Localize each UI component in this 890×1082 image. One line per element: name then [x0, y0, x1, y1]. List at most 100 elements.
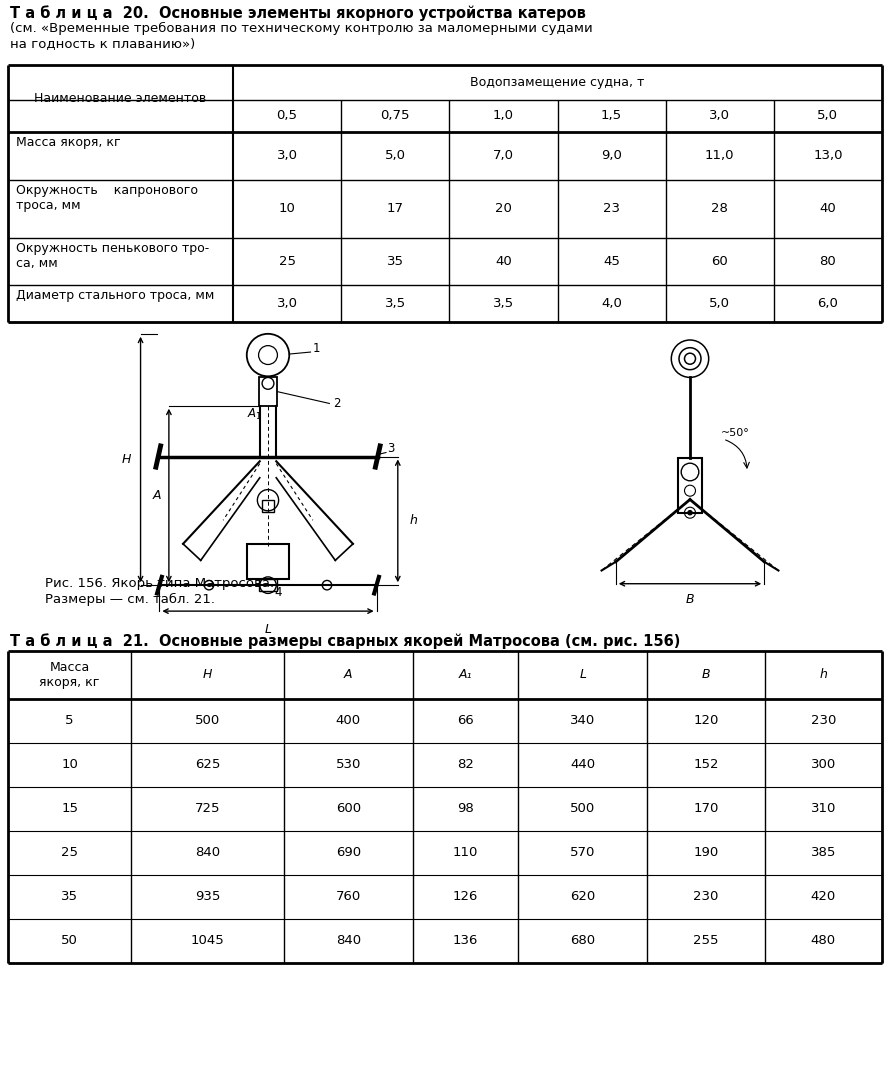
Text: 530: 530 [336, 758, 361, 771]
Text: 11,0: 11,0 [705, 149, 734, 162]
Bar [247, 544, 289, 579]
Text: $A_1$: $A_1$ [247, 407, 262, 422]
Text: 0,75: 0,75 [381, 109, 410, 122]
Text: 120: 120 [693, 714, 719, 727]
Text: 300: 300 [811, 758, 836, 771]
Text: 10: 10 [61, 758, 78, 771]
Text: 6,0: 6,0 [818, 296, 838, 311]
Text: 60: 60 [711, 255, 728, 268]
Text: 3: 3 [387, 441, 394, 454]
Text: 3,5: 3,5 [493, 296, 514, 311]
Circle shape [262, 378, 274, 390]
Text: 840: 840 [336, 935, 360, 948]
Text: 3,0: 3,0 [709, 109, 731, 122]
Text: 500: 500 [195, 714, 220, 727]
Text: ~50°: ~50° [721, 427, 749, 438]
Text: 45: 45 [603, 255, 620, 268]
Text: Окружность    капронового
троса, мм: Окружность капронового троса, мм [16, 184, 198, 212]
Text: A₁: A₁ [458, 669, 473, 682]
Text: B: B [701, 669, 710, 682]
Text: 28: 28 [711, 202, 728, 215]
Text: 5: 5 [65, 714, 74, 727]
Text: Наименование элементов: Наименование элементов [35, 92, 206, 105]
Text: 98: 98 [457, 803, 473, 816]
Text: 725: 725 [195, 803, 220, 816]
Text: 7,0: 7,0 [493, 149, 514, 162]
Text: A: A [344, 669, 352, 682]
Text: Размеры — см. табл. 21.: Размеры — см. табл. 21. [45, 593, 215, 606]
Text: 20: 20 [495, 202, 512, 215]
Text: 126: 126 [453, 890, 478, 903]
Text: 570: 570 [570, 846, 595, 859]
Text: 40: 40 [820, 202, 837, 215]
Text: A: A [153, 489, 161, 502]
Text: 1,0: 1,0 [493, 109, 514, 122]
Text: (см. «Временные требования по техническому контролю за маломерными судами
на год: (см. «Временные требования по техническо… [10, 22, 593, 50]
Text: 35: 35 [61, 890, 78, 903]
Text: H: H [203, 669, 212, 682]
Text: 2: 2 [333, 397, 340, 410]
Text: 3,0: 3,0 [277, 149, 297, 162]
Text: Водопзамещение судна, т: Водопзамещение судна, т [470, 76, 644, 89]
Text: 500: 500 [570, 803, 595, 816]
Text: 620: 620 [570, 890, 595, 903]
Text: 1,5: 1,5 [601, 109, 622, 122]
Text: 25: 25 [61, 846, 78, 859]
Text: 340: 340 [570, 714, 595, 727]
Text: Диаметр стального троса, мм: Диаметр стального троса, мм [16, 289, 214, 302]
Text: 5,0: 5,0 [384, 149, 406, 162]
Text: 5,0: 5,0 [709, 296, 731, 311]
Text: 13,0: 13,0 [813, 149, 843, 162]
Text: 625: 625 [195, 758, 220, 771]
Text: h: h [820, 669, 828, 682]
Text: 152: 152 [693, 758, 719, 771]
Bar [259, 579, 278, 591]
Text: 170: 170 [693, 803, 719, 816]
Text: 190: 190 [693, 846, 718, 859]
Text: Т а б л и ц а  20.  Основные элементы якорного устройства катеров: Т а б л и ц а 20. Основные элементы якор… [10, 5, 586, 21]
Text: 385: 385 [811, 846, 836, 859]
Text: 600: 600 [336, 803, 360, 816]
Text: 4,0: 4,0 [601, 296, 622, 311]
Text: 255: 255 [693, 935, 719, 948]
Text: 136: 136 [453, 935, 478, 948]
Text: h: h [409, 514, 417, 527]
Circle shape [688, 511, 692, 515]
Text: 935: 935 [195, 890, 220, 903]
Text: 480: 480 [811, 935, 836, 948]
Text: 110: 110 [453, 846, 478, 859]
Text: 310: 310 [811, 803, 836, 816]
Text: 35: 35 [387, 255, 404, 268]
Text: 230: 230 [693, 890, 719, 903]
Text: L: L [579, 669, 587, 682]
Text: 1: 1 [313, 342, 320, 355]
Text: 420: 420 [811, 890, 836, 903]
Text: 66: 66 [457, 714, 473, 727]
Text: 400: 400 [336, 714, 360, 727]
Bar [262, 500, 274, 512]
Text: 82: 82 [457, 758, 474, 771]
Text: 840: 840 [195, 846, 220, 859]
Text: 17: 17 [387, 202, 404, 215]
Text: Масса якоря, кг: Масса якоря, кг [16, 136, 121, 149]
Bar [678, 458, 702, 513]
Text: H: H [122, 453, 131, 466]
Text: 1045: 1045 [190, 935, 224, 948]
Bar [259, 378, 278, 406]
Text: 680: 680 [570, 935, 595, 948]
Text: Окружность пенькового тро-
са, мм: Окружность пенькового тро- са, мм [16, 242, 209, 270]
Text: 25: 25 [279, 255, 295, 268]
Text: 760: 760 [336, 890, 360, 903]
Text: 40: 40 [495, 255, 512, 268]
Text: 690: 690 [336, 846, 360, 859]
Text: 0,5: 0,5 [277, 109, 297, 122]
Text: 440: 440 [570, 758, 595, 771]
Text: Масса
якоря, кг: Масса якоря, кг [39, 661, 100, 689]
Text: 5,0: 5,0 [817, 109, 838, 122]
Text: 80: 80 [820, 255, 837, 268]
Text: 230: 230 [811, 714, 836, 727]
Text: 3,0: 3,0 [277, 296, 297, 311]
Text: B: B [685, 593, 694, 606]
Text: 10: 10 [279, 202, 295, 215]
Text: Т а б л и ц а  21.  Основные размеры сварных якорей Матросова (см. рис. 156): Т а б л и ц а 21. Основные размеры сварн… [10, 633, 680, 649]
